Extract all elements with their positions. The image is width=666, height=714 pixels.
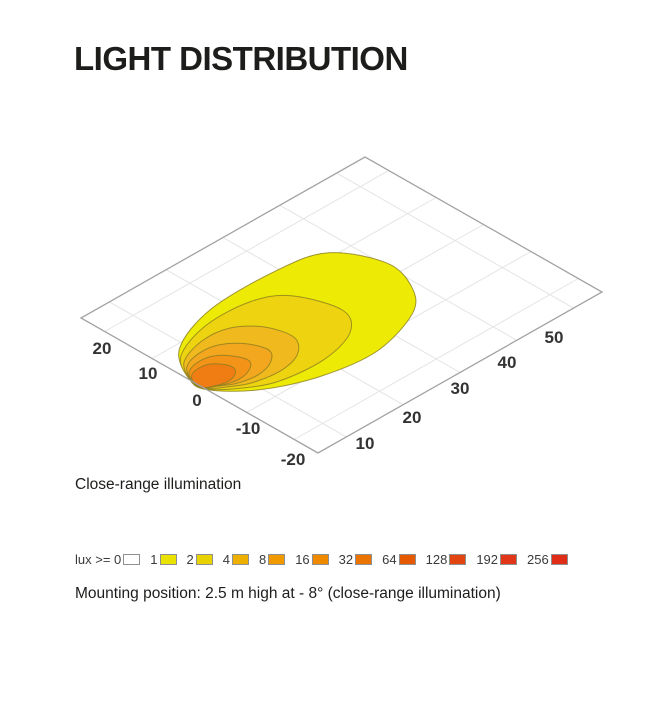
- legend-swatch: [311, 554, 329, 565]
- legend-label: 256: [527, 552, 549, 567]
- distance-axis-tick-label: 50: [545, 328, 564, 347]
- lateral-axis-tick-label: 10: [139, 364, 158, 383]
- legend-item-64: 64: [382, 552, 416, 567]
- lateral-axis-tick-label: -20: [281, 450, 306, 469]
- legend-label: lux >= 0: [75, 552, 122, 567]
- legend-item-0: lux >= 0: [75, 552, 141, 567]
- legend-swatch: [550, 554, 568, 565]
- legend-label: 16: [295, 552, 310, 567]
- legend-swatch: [268, 554, 286, 565]
- page-title: LIGHT DISTRIBUTION: [74, 40, 408, 77]
- legend-swatch: [231, 554, 249, 565]
- lateral-axis-tick-label: 0: [192, 391, 201, 410]
- legend-swatch: [449, 554, 467, 565]
- legend-item-256: 256: [527, 552, 568, 567]
- lateral-axis-tick-label: -10: [236, 419, 261, 438]
- grid-border: [79, 156, 604, 454]
- grid-line: [336, 172, 574, 309]
- legend-label: 64: [382, 552, 397, 567]
- distance-axis-tick-label: 40: [498, 353, 517, 372]
- chart-caption: Close-range illumination: [75, 476, 242, 493]
- distance-axis-tick-label: 10: [356, 434, 375, 453]
- lateral-axis-tick-label: 20: [93, 339, 112, 358]
- isolux-contour-level-32: [190, 363, 237, 389]
- legend-label: 1: [150, 552, 158, 567]
- legend-swatch: [355, 554, 373, 565]
- legend-item-2: 2: [187, 552, 213, 567]
- legend-label: 2: [186, 552, 194, 567]
- distance-axis-tick-label: 20: [403, 408, 422, 427]
- distance-axis-tick-label: 30: [451, 379, 470, 398]
- legend-label: 128: [425, 552, 448, 567]
- legend-item-8: 8: [258, 552, 286, 567]
- legend-item-1: 1: [150, 552, 177, 567]
- legend-item-4: 4: [223, 552, 249, 567]
- legend-swatch: [159, 554, 177, 565]
- legend-label: 192: [476, 552, 499, 567]
- legend-swatch: [398, 554, 416, 565]
- lux-legend: lux >= 0 1 2 4 8 16 32 64 128 192 256: [75, 552, 568, 567]
- legend-swatch: [195, 554, 213, 565]
- legend-label: 4: [222, 552, 230, 567]
- legend-item-32: 32: [338, 552, 373, 567]
- mounting-note: Mounting position: 2.5 m high at - 8° (c…: [75, 585, 501, 602]
- legend-item-128: 128: [426, 552, 467, 567]
- legend-item-16: 16: [295, 552, 329, 567]
- legend-item-192: 192: [476, 552, 518, 567]
- legend-label: 8: [258, 552, 267, 567]
- legend-swatch: [500, 554, 518, 565]
- legend-swatch: [123, 554, 141, 565]
- legend-label: 32: [338, 552, 354, 567]
